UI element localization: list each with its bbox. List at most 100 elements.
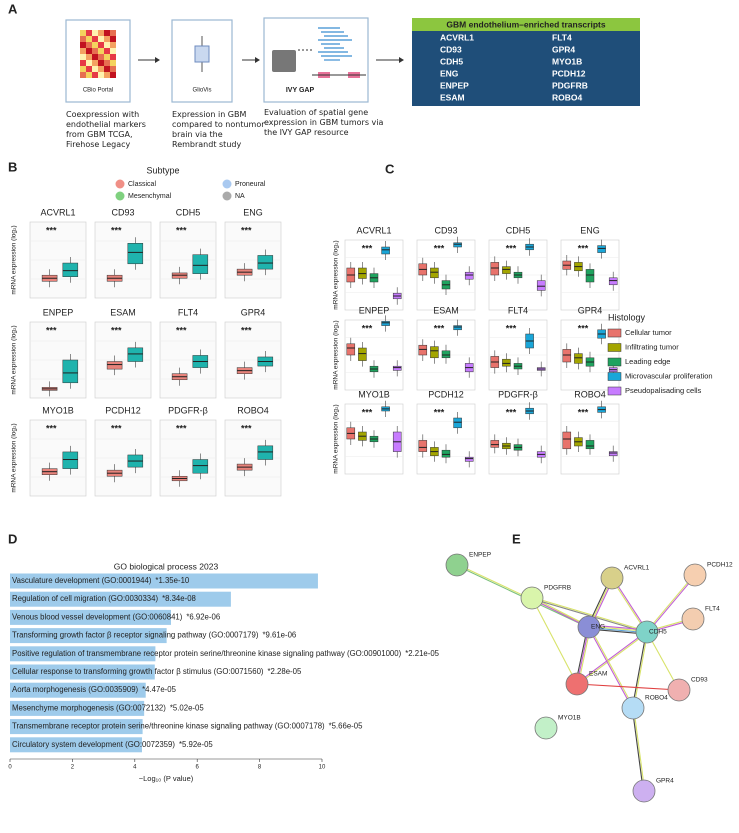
- category-label: Aorta morphogenesis (GO:0035909): [12, 685, 139, 694]
- network-node: [520, 586, 544, 610]
- bar-label: Circulatory system development (GO:00723…: [12, 740, 213, 749]
- heatmap-cell: [110, 72, 116, 78]
- panel-title: ACVRL1: [40, 207, 75, 217]
- bar: [10, 628, 167, 644]
- heatmap-cell: [92, 36, 98, 42]
- legend-swatch: [222, 179, 232, 189]
- table-header: [412, 18, 640, 31]
- heatmap-cell: [98, 30, 104, 36]
- box: [441, 449, 451, 458]
- panel-label: E: [512, 531, 521, 546]
- heatmap-cell: [98, 48, 104, 54]
- box: [192, 459, 209, 474]
- icon-device: [272, 50, 296, 72]
- node-label: ROBO4: [645, 695, 668, 702]
- heatmap-cell: [98, 60, 104, 66]
- panel-label: D: [8, 531, 17, 546]
- panel-title: CD93: [434, 225, 457, 235]
- chart-title: GO biological process 2023: [114, 561, 219, 571]
- significance: ***: [111, 325, 122, 335]
- heatmap-cell: [80, 60, 86, 66]
- heatmap-cell: [80, 48, 86, 54]
- significance: ***: [241, 423, 252, 433]
- node-label: PDGFRB: [544, 585, 571, 592]
- heatmap-cell: [104, 42, 110, 48]
- bar-label: Mesenchyme morphogenesis (GO:0072132) *5.…: [12, 703, 204, 712]
- legend-swatch: [607, 343, 622, 352]
- arrow-head: [155, 57, 160, 63]
- box: [62, 262, 79, 277]
- significance: ***: [506, 323, 517, 333]
- box: [430, 346, 439, 359]
- box: [490, 262, 500, 276]
- arrow-head: [255, 57, 260, 63]
- significance: ***: [241, 225, 252, 235]
- legend-label: Leading edge: [625, 357, 670, 366]
- heatmap-cell: [110, 36, 116, 42]
- category-label: Cellular response to transforming growth…: [12, 667, 264, 676]
- panel-title: ENPEP: [359, 305, 390, 315]
- heatmap-cell: [80, 72, 86, 78]
- heatmap-cell: [86, 36, 92, 42]
- bar: [10, 591, 231, 607]
- network-edge: [531, 597, 578, 685]
- heatmap-cell: [92, 72, 98, 78]
- network-edge: [633, 707, 646, 791]
- significance: ***: [176, 225, 187, 235]
- node-label: PCDH12: [707, 562, 733, 569]
- panel-title: ROBO4: [574, 389, 606, 399]
- bar-label: Venous blood vessel development (GO:0060…: [12, 612, 220, 621]
- p-value-label: *5.02e-05: [170, 703, 204, 712]
- heatmap-cell: [80, 30, 86, 36]
- heatmap-cell: [110, 48, 116, 54]
- network-edge: [576, 630, 647, 684]
- y-axis-label: mRNA expression (log₂): [11, 225, 18, 294]
- heatmap-cell: [110, 42, 116, 48]
- heatmap-cell: [104, 36, 110, 42]
- category-label: Transforming growth factor β receptor si…: [12, 631, 259, 640]
- panel-title: ROBO4: [237, 405, 269, 415]
- table-cell: FLT4: [552, 32, 572, 42]
- step-caption: Coexpression with endothelial markers fr…: [66, 110, 146, 149]
- y-axis-label: mRNA expression (log₂): [333, 240, 340, 309]
- network-edge: [576, 683, 680, 691]
- box: [127, 243, 144, 265]
- bar: [10, 719, 143, 735]
- table-body: [412, 31, 640, 106]
- heatmap-cell: [86, 54, 92, 60]
- panel-title: ENG: [243, 207, 263, 217]
- node-label: FLT4: [705, 606, 720, 613]
- x-tick-label: 2: [71, 765, 75, 771]
- x-tick-label: 10: [319, 765, 326, 771]
- table-cell: ESAM: [440, 92, 465, 102]
- bar-label: Transmembrane receptor protein serine/th…: [12, 722, 363, 731]
- bar-label: Vasculature development (GO:0001944) *1.3…: [12, 576, 190, 585]
- network-edge: [589, 626, 635, 708]
- legend-label: Infiltrating tumor: [625, 342, 679, 351]
- step-box: [263, 17, 369, 103]
- box: [453, 242, 462, 248]
- significance: ***: [434, 323, 445, 333]
- legend-swatch: [607, 372, 622, 381]
- heatmap-cell: [86, 30, 92, 36]
- significance: ***: [362, 407, 373, 417]
- network-node: [632, 779, 656, 803]
- legend-label: Proneural: [235, 181, 266, 188]
- significance: ***: [111, 225, 122, 235]
- significance: ***: [362, 323, 373, 333]
- box: [597, 245, 606, 253]
- node-label: CD93: [691, 677, 708, 684]
- significance: ***: [241, 325, 252, 335]
- box: [536, 280, 546, 291]
- p-value-label: *5.92e-05: [179, 740, 213, 749]
- box: [127, 347, 144, 362]
- table-cell: PDGFRB: [552, 80, 588, 90]
- heatmap-cell: [98, 66, 104, 72]
- box: [562, 349, 572, 363]
- panel-label: B: [8, 159, 17, 174]
- heatmap-cell: [86, 60, 92, 66]
- panel-label: C: [385, 161, 395, 176]
- network-edge: [647, 575, 696, 633]
- heatmap-cell: [104, 30, 110, 36]
- node-label: CDH5: [649, 629, 667, 636]
